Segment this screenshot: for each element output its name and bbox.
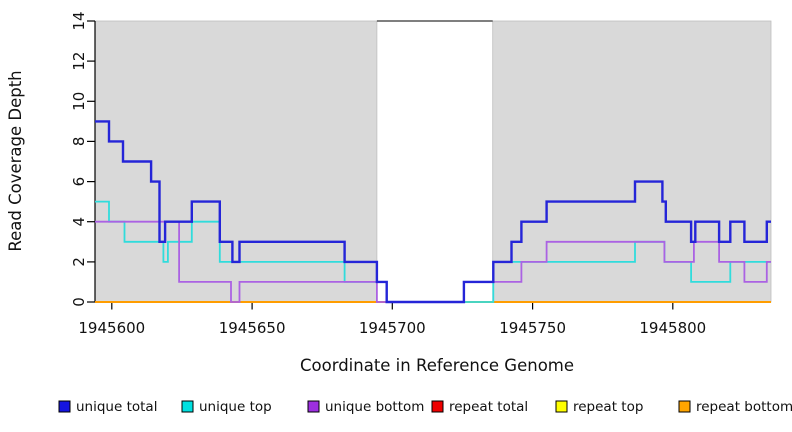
y-tick-label: 12	[70, 52, 88, 71]
axes-group: 0 2 4 6 8 10 12 14 1945600 1945650 1945700 1945750 1…	[70, 11, 706, 337]
series-lines-group	[95, 120, 771, 304]
legend-label: unique top	[199, 399, 272, 415]
legend-swatch-unique-bottom	[307, 400, 320, 413]
legend-label: unique bottom	[325, 399, 424, 415]
legend-label: repeat bottom	[696, 399, 792, 415]
y-tick-label: 6	[70, 177, 88, 187]
legend-swatch-repeat-bottom	[678, 400, 691, 413]
y-tick-label: 10	[70, 92, 88, 111]
series-line-unique-bottom	[95, 220, 771, 303]
y-tick-label: 2	[70, 257, 88, 267]
legend-swatch-repeat-top	[555, 400, 568, 413]
shaded-region-1	[492, 20, 772, 303]
y-axis-title: Read Coverage Depth	[6, 70, 25, 251]
series-line-unique-total	[95, 120, 771, 304]
legend-item-unique-total: unique total	[58, 399, 157, 415]
x-tick-label: 1945600	[78, 319, 145, 337]
x-tick-label: 1945800	[639, 319, 706, 337]
legend-label: repeat total	[449, 399, 528, 415]
y-tick-label: 14	[70, 11, 88, 30]
legend-item-unique-top: unique top	[181, 399, 272, 415]
y-tick-label: 8	[70, 137, 88, 147]
y-tick-label: 4	[70, 217, 88, 227]
legend-label: repeat top	[573, 399, 643, 415]
legend-swatch-unique-total	[58, 400, 71, 413]
y-tick-label: 0	[70, 297, 88, 307]
legend-group: unique total unique top unique bottom repea…	[58, 399, 792, 415]
shaded-regions-group	[94, 20, 772, 303]
x-tick-label: 1945750	[499, 319, 566, 337]
legend-item-repeat-top: repeat top	[555, 399, 643, 415]
x-tick-label: 1945700	[359, 319, 426, 337]
legend-item-unique-bottom: unique bottom	[307, 399, 424, 415]
legend-item-repeat-total: repeat total	[431, 399, 528, 415]
legend-swatch-unique-top	[181, 400, 194, 413]
x-tick-label: 1945650	[219, 319, 286, 337]
legend-label: unique total	[76, 399, 157, 415]
legend-item-repeat-bottom: repeat bottom	[678, 399, 792, 415]
x-axis-title: Coordinate in Reference Genome	[300, 356, 574, 375]
legend-swatch-repeat-total	[431, 400, 444, 413]
